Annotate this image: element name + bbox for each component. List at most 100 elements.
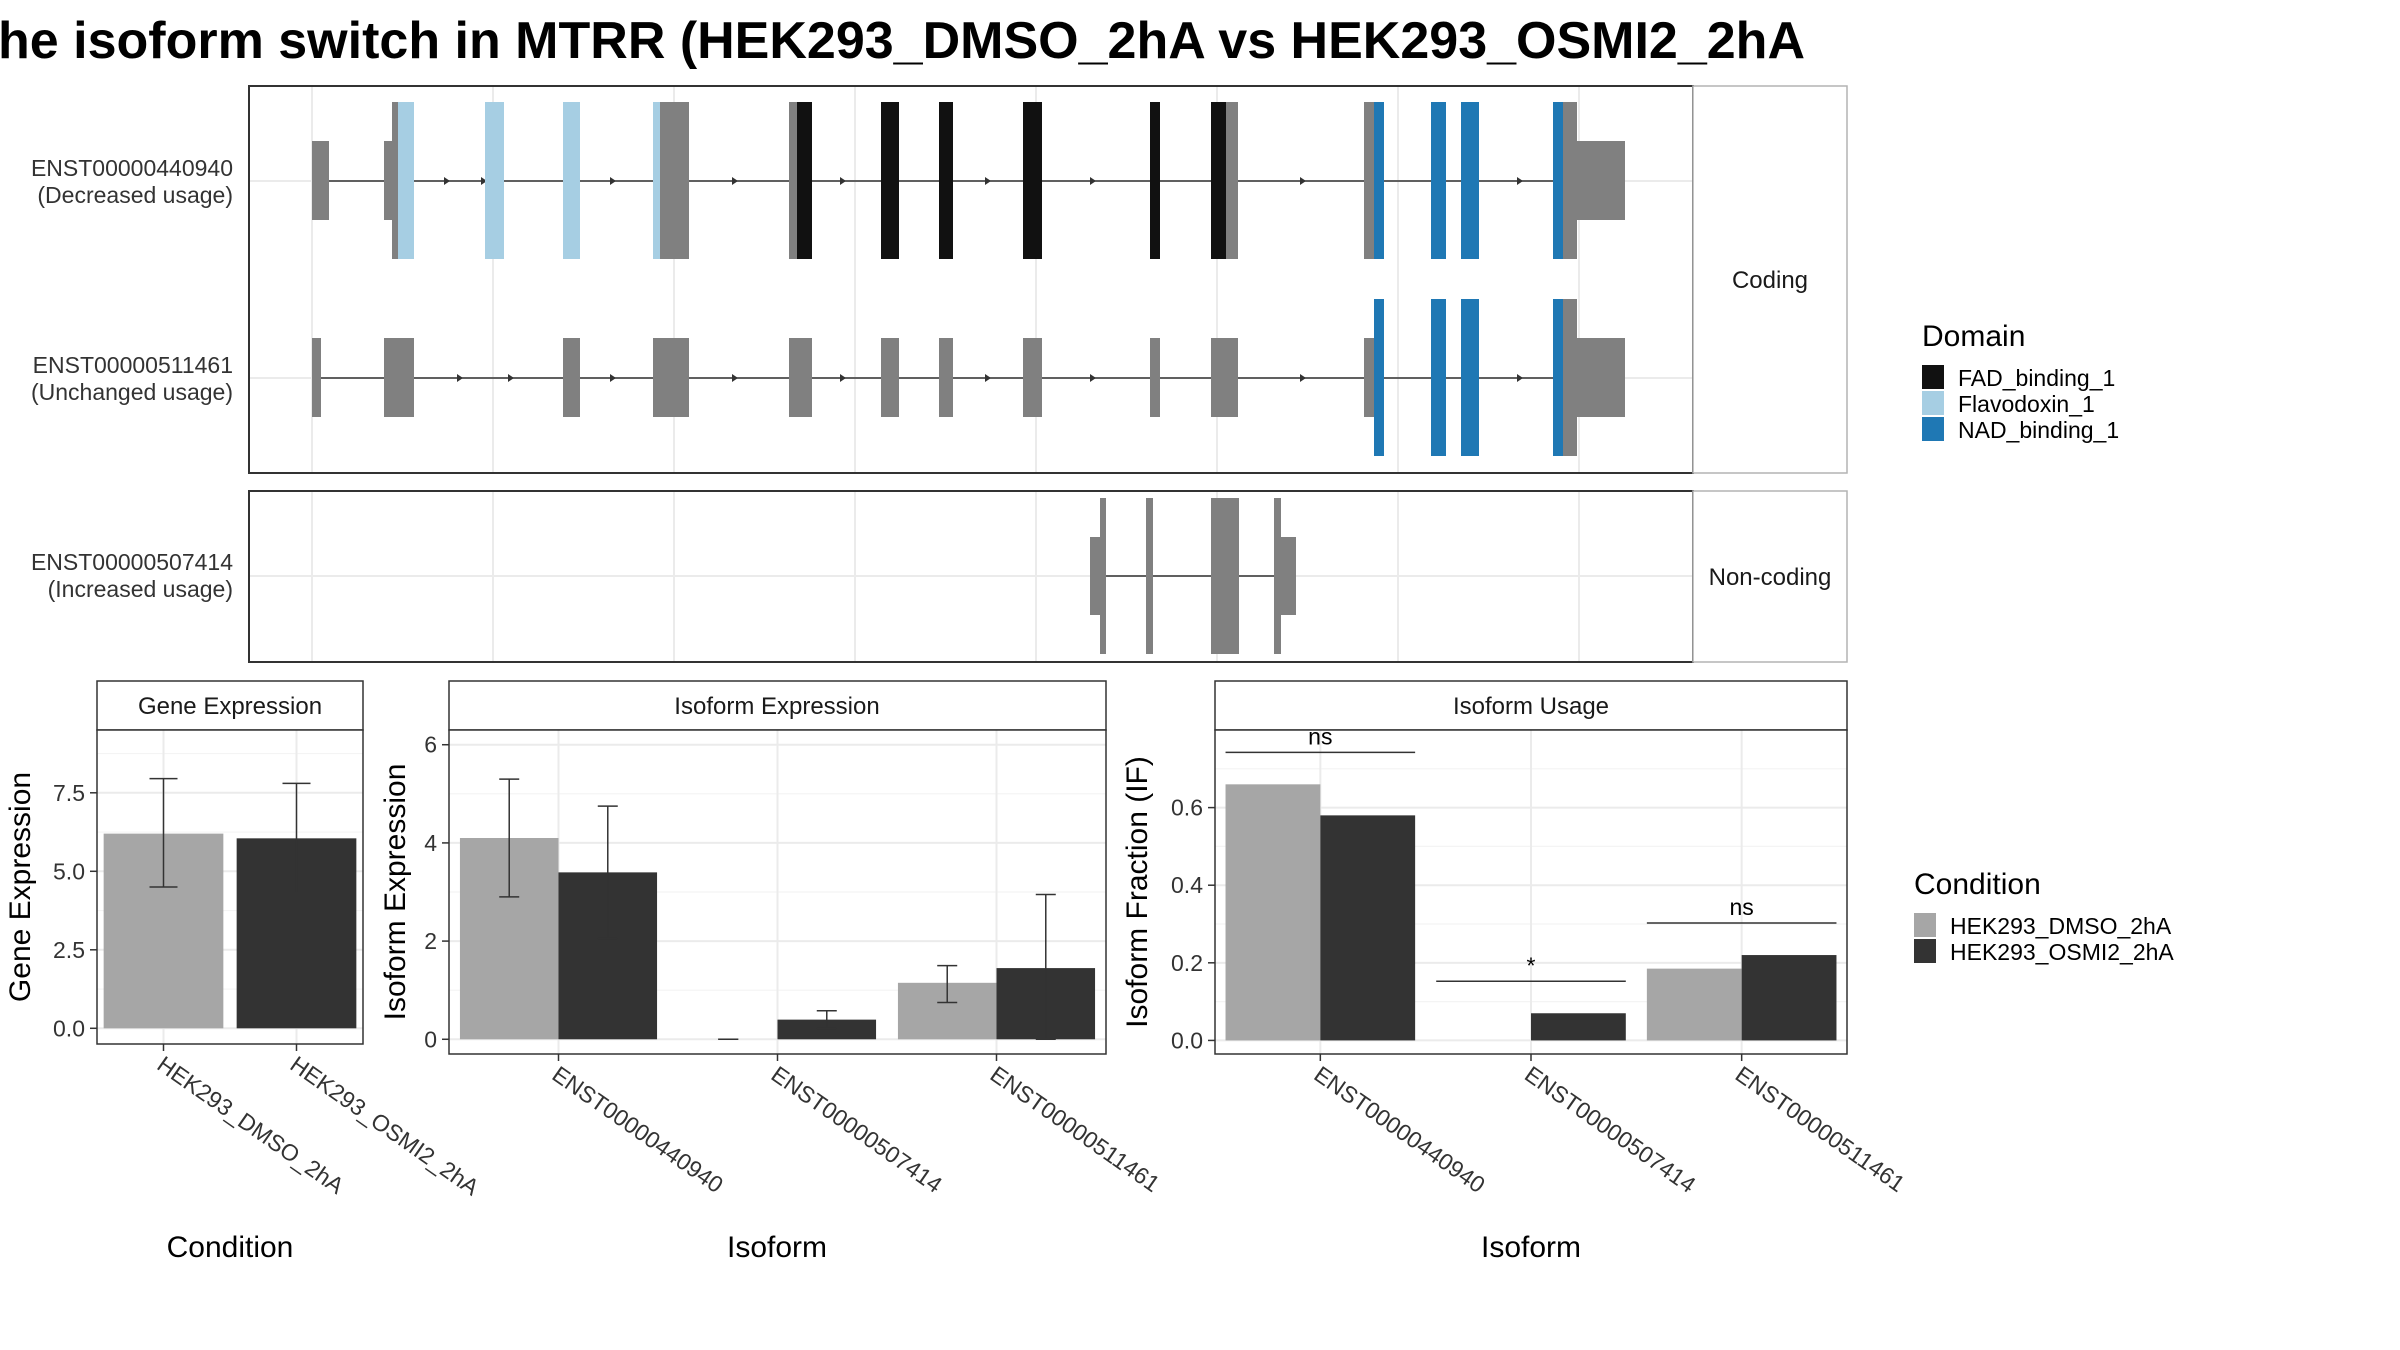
domain-legend-title: Domain [1922,320,2025,353]
domain-nad-exon [1461,102,1479,259]
strand-arrow [1300,177,1306,185]
strand-arrow [985,374,991,382]
y-tick-label: 7.5 [53,780,85,806]
domain-flavodoxin-exon [653,102,660,259]
transcript-ENST00000440940 [312,102,1625,259]
bar-ENST00000511461-HEK293_DMSO_2hA [1646,968,1742,1041]
strand-arrow [1090,374,1096,382]
domain-flavodoxin-exon [485,102,504,259]
facet-strip-noncoding [1692,490,1848,663]
utr-exon [1211,338,1238,417]
utr-exon [1146,498,1153,654]
gene-expression-strip-label: Gene Expression [138,693,322,720]
legend-key-nad [1922,417,1944,441]
x-tick-label: ENST00000511461 [1731,1061,1910,1197]
utr-exon [312,141,329,220]
gene-expression-strip [96,680,364,731]
domain-fad-exon [797,102,812,259]
structure-panel-coding: Coding [248,85,1848,474]
utr-exon [1281,537,1296,615]
isoform-id-label: ENST00000507414 [31,549,233,575]
domain-nad-exon [1553,102,1563,259]
domain-fad-exon [881,102,899,259]
gene-expression-ylabel: Gene Expression [4,772,37,1002]
legend-key-flavodoxin [1922,391,1944,415]
isoform-expression-xlabel: Isoform [727,1231,827,1264]
legend-label-flavodoxin: Flavodoxin_1 [1958,391,2095,417]
y-tick-label: 0.4 [1171,872,1203,898]
x-tick-label: ENST00000440940 [548,1061,728,1198]
facet-strip-coding [1692,85,1848,474]
bar-ENST00000440940-HEK293_OSMI2_2hA [1320,815,1416,1041]
utr-exon [1100,498,1106,654]
significance-label: * [1527,952,1536,978]
intron-arrows [457,374,1523,382]
utr-exon [1274,498,1281,654]
y-tick-label: 0.0 [53,1015,85,1041]
utr-exon [1090,537,1100,615]
strand-arrow [840,177,846,185]
y-tick-label: 2.5 [53,937,85,963]
x-tick-label: ENST00000507414 [1520,1061,1701,1198]
x-tick-label: ENST00000511461 [986,1061,1165,1197]
utr-exon [881,338,899,417]
y-tick-label: 0.2 [1171,950,1203,976]
legend-label-nad: NAD_binding_1 [1958,417,2119,443]
strand-arrow [1517,374,1523,382]
isoform-usage-label: (Unchanged usage) [31,379,233,405]
legend-key-fad [1922,365,1944,389]
legend-key-osmi2 [1914,939,1936,963]
strand-arrow [1300,374,1306,382]
facet-label-noncoding: Non-coding [1709,564,1832,591]
isoform-usage-strip-label: Isoform Usage [1453,693,1609,720]
utr-exon [563,338,580,417]
utr-exon [1577,141,1625,220]
domain-legend: Domain FAD_binding_1 Flavodoxin_1 NAD_bi… [1922,320,2119,443]
utr-exon [384,338,414,417]
domain-fad-exon [1211,102,1226,259]
isoform-usage-marks: ns * ns [1225,723,1837,1041]
isoform-usage-strip [1214,680,1848,731]
y-tick-label: 0.6 [1171,795,1203,821]
utr-exon [1150,338,1160,417]
gene-expression-plot-border [96,729,364,1045]
utr-exon [653,338,689,417]
cds-exon [660,102,689,259]
y-tick-label: 5.0 [53,858,85,884]
isoform-labels: ENST00000440940 (Decreased usage) ENST00… [31,155,233,602]
utr-exon [1364,338,1374,417]
y-tick-label: 6 [424,732,437,758]
isoform-id-label: ENST00000511461 [33,352,233,378]
strand-arrow [985,177,991,185]
strand-arrow [481,177,487,185]
cds-exon [789,102,797,259]
bar-ENST00000507414-HEK293_OSMI2_2hA [777,1019,877,1040]
significance-label: ns [1730,894,1754,920]
y-tick-label: 4 [424,830,437,856]
intron-arrows [444,177,1523,185]
strand-arrow [508,374,514,382]
cds-exon [1563,102,1577,259]
isoform-usage-label: (Decreased usage) [37,182,233,208]
bar-ENST00000511461-HEK293_OSMI2_2hA [1741,955,1837,1041]
domain-nad-exon [1553,299,1563,456]
gene-expression-panel: Gene Expression 0.02.55.07.5HEK293_DMSO_… [4,680,484,1264]
isoform-expression-panel: Isoform Expression 0 2 4 6 ENST00000440940 EN… [379,680,1165,1264]
domain-fad-exon [1150,102,1160,259]
facet-label-coding: Coding [1732,267,1808,294]
transcript-ENST00000507414 [1090,498,1296,654]
isoform-id-label: ENST00000440940 [31,155,233,181]
transcript-ENST00000511461 [312,299,1625,456]
bar-ENST00000507414-HEK293_OSMI2_2hA [1531,1013,1626,1041]
strand-arrow [444,177,450,185]
isoform-usage-ylabel: Isoform Fraction (IF) [1121,756,1154,1028]
domain-nad-exon [1431,102,1446,259]
strand-arrow [732,374,738,382]
cds-exon [1563,299,1577,456]
isoform-expression-strip-label: Isoform Expression [674,693,879,720]
gene-expression-marks [103,777,357,1029]
legend-label-fad: FAD_binding_1 [1958,365,2115,391]
domain-nad-exon [1374,102,1384,259]
figure-title: he isoform switch in MTRR (HEK293_DMSO_2… [0,12,1805,70]
